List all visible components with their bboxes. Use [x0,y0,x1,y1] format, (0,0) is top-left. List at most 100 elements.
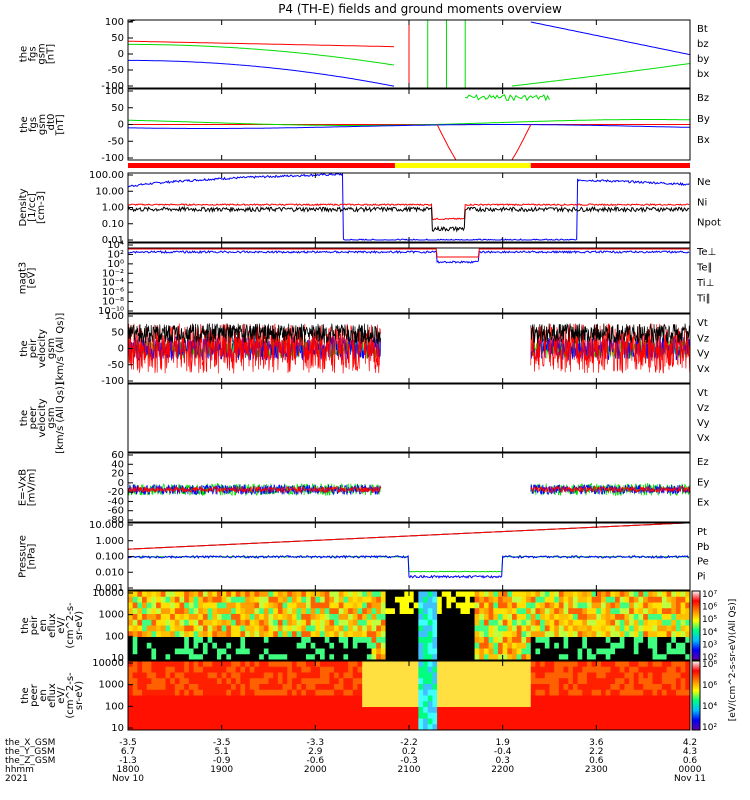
spectrogram-cell [624,625,630,632]
spectrogram-cell [512,724,518,730]
spectrogram-cell [455,648,462,655]
spectrogram-cell [526,707,532,714]
legend-entry: Bx [697,135,710,146]
spectrogram-cell [287,678,293,685]
spectrogram-cell [324,637,330,644]
spectrogram-cell [526,625,532,632]
spectrogram-cell [160,596,166,603]
spectrogram-cell [544,642,550,649]
spectrogram-cell [193,718,199,725]
spectrogram-cell [540,654,546,660]
spectrogram-cell [469,684,476,691]
spectrogram-cell [151,591,157,598]
spectrogram-cell [282,648,288,655]
spectrogram-cell [165,678,171,685]
spectrogram-cell [137,591,143,598]
spectrogram-cell [544,625,550,632]
spectrogram-cell [619,642,625,649]
spectrogram-cell [568,654,574,660]
spectrogram-cell [605,718,611,725]
spectrogram-cell [465,701,471,708]
spectrogram-cell [184,614,190,621]
spectrogram-cell [357,672,363,679]
spectrogram-cell [469,678,476,685]
spectrogram-cell [291,661,298,668]
spectrogram-cell [568,642,574,649]
spectrogram-cell [132,608,138,615]
spectrogram-cell [366,642,373,649]
spectrogram-cell [277,712,284,719]
spectrogram-cell [582,596,588,603]
spectrogram-cell [366,596,373,603]
spectrogram-cell [629,642,635,649]
spectrogram-cell [371,654,377,660]
spectrogram-cell [291,642,298,649]
spectrogram-cell [685,619,690,626]
spectrogram-cell [558,724,565,730]
spectrogram-cell [357,666,363,673]
spectrogram-cell [179,661,185,668]
spectrogram-cell [385,619,391,626]
spectrogram-cell [263,712,269,719]
spectrogram-cell [390,724,396,730]
spectrogram-cell [563,637,569,644]
spectrogram-cell [549,619,555,626]
spectrogram-cell [376,678,382,685]
spectrogram-cell [610,661,616,668]
spectrogram-cell [544,695,550,702]
spectrogram-cell [437,591,443,598]
spectrogram-cell [409,654,415,660]
spectrogram-cell [212,678,218,685]
spectrogram-cell [216,648,223,655]
spectrogram-cell [137,625,143,632]
spectrogram-cell [521,642,527,649]
spectrogram-cell [315,661,321,668]
series-line [128,554,690,579]
spectrogram-cell [624,648,630,655]
spectrogram-cell [483,648,490,655]
spectrogram-cell [624,678,630,685]
spectrogram-cell [591,695,597,702]
spectrogram-cell [615,619,621,626]
spectrogram-cell [404,718,410,725]
spectrogram-cell [675,689,682,696]
spectrogram-cell [179,637,185,644]
y-axis-label: thefgsgsm_dt0[nT] [19,114,66,137]
spectrogram-cell [474,666,480,673]
spectrogram-cell [624,689,630,696]
spectrogram-cell [591,724,597,730]
spectrogram-cell [657,701,663,708]
spectrogram-cell [198,625,204,632]
legend-entry: Ne [697,177,711,188]
spectrogram-cell [296,648,302,655]
spectrogram-cell [572,707,579,714]
colorbar-label: [eV/(cm^2-s-sr-eV)(All Qs)] [728,599,738,722]
y-tick-label: 10.00 [95,186,124,197]
spectrogram-cell [198,591,204,598]
spectrogram-cell [282,661,288,668]
spectrogram-cell [380,591,387,598]
spectrogram-cell [226,712,232,719]
spectrogram-cell [371,718,377,725]
spectrogram-cell [348,672,354,679]
spectrogram-cell [207,672,213,679]
spectrogram-cell [174,625,181,632]
spectrogram-cell [394,689,401,696]
spectrogram-cell [596,678,602,685]
spectrogram-cell [240,666,246,673]
spectrogram-cell [404,596,410,603]
spectrogram-cell [455,712,462,719]
spectrogram-cell [156,631,162,638]
spectrogram-cell [507,637,513,644]
spectrogram-cell [277,678,284,685]
spectrogram-cell [605,684,611,691]
spectrogram-cell [320,642,326,649]
spectrogram-cell [577,695,583,702]
spectrogram-cell [680,654,686,660]
spectrogram-cell [610,637,616,644]
spectrogram-cell [371,608,377,615]
spectrogram-cell [338,724,344,730]
spectrogram-cell [305,642,312,649]
spectrogram-cell [160,672,166,679]
spectrogram-cell [610,695,616,702]
